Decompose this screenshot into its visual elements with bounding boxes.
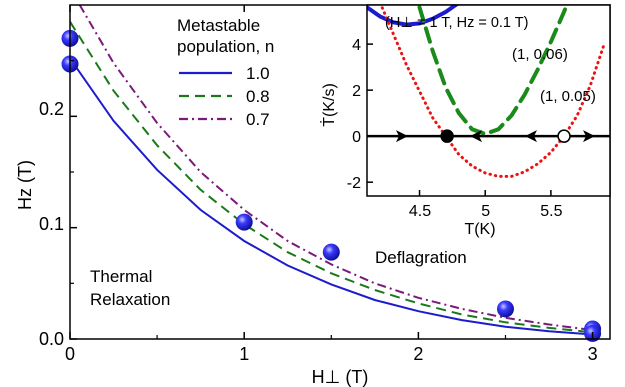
flow-arrow xyxy=(525,130,537,143)
inset-series-line-3 xyxy=(379,5,605,178)
inset-ytick-label: 0 xyxy=(352,129,361,146)
inset-ytick-label: 4 xyxy=(352,37,361,54)
main-ytick-label: 0.2 xyxy=(39,99,64,119)
legend-label-3: 0.7 xyxy=(246,110,270,129)
data-point xyxy=(496,300,514,318)
inset-label-green: (1, 0.06) xyxy=(512,46,568,63)
inset-markers xyxy=(440,129,571,143)
main-ytick-label: 0.0 xyxy=(39,329,64,349)
legend: 1.0 0.8 0.7 xyxy=(179,64,270,129)
main-chart: 0 1 2 3 0.0 0.1 0.2 H⊥ (T) Hz (T) Metast… xyxy=(15,4,611,387)
inset-chart: 4.5 5 5.5 -2 0 2 4 T(K) Ṫ(K/s) (H⊥ = 1 T… xyxy=(319,4,611,238)
main-series-lines xyxy=(70,5,593,336)
flow-arrow xyxy=(583,130,595,143)
inset-xtick-label: 5.5 xyxy=(540,203,562,220)
unstable-fixed-point xyxy=(557,129,571,143)
main-series-line-1 xyxy=(70,57,593,336)
inset-background xyxy=(367,5,610,196)
inset-series-line-2 xyxy=(417,5,569,137)
legend-label-1: 1.0 xyxy=(246,64,270,83)
data-point xyxy=(322,243,340,261)
annotation-relaxation: Relaxation xyxy=(90,290,170,309)
main-ytick-label: 0.1 xyxy=(39,214,64,234)
inset-series-line-1 xyxy=(367,5,460,27)
main-x-axis-label: H⊥ (T) xyxy=(312,367,369,387)
inset-xtick-label: 4.5 xyxy=(409,203,431,220)
main-xtick-label: 2 xyxy=(413,344,423,364)
legend-title-line-2: population, n xyxy=(177,37,274,56)
annotation-thermal: Thermal xyxy=(90,267,152,286)
legend-title-line-1: Metastable xyxy=(177,16,260,35)
annotation-deflagration: Deflagration xyxy=(375,248,467,267)
main-xtick-label: 0 xyxy=(65,344,75,364)
legend-label-2: 0.8 xyxy=(246,87,270,106)
inset-label-red: (1, 0.05) xyxy=(540,88,596,105)
flow-arrow xyxy=(396,130,408,143)
stable-fixed-point xyxy=(440,129,454,143)
flow-arrow xyxy=(470,130,482,143)
inset-series-lines xyxy=(367,5,605,178)
main-xtick-label: 1 xyxy=(239,344,249,364)
inset-label-blue: (H⊥ = 1 T, Hz = 0.1 T) xyxy=(385,15,528,31)
main-series-line-2 xyxy=(70,21,593,334)
inset-y-axis-label: Ṫ(K/s) xyxy=(319,83,338,127)
inset-ytick-label: -2 xyxy=(347,175,361,192)
inset-ytick-label: 2 xyxy=(352,83,361,100)
main-xtick-label: 3 xyxy=(588,344,598,364)
main-series-line-3 xyxy=(78,5,593,332)
inset-xtick-label: 5 xyxy=(481,203,490,220)
inset-plot-frame xyxy=(366,4,611,197)
data-point xyxy=(235,213,253,231)
inset-ticks xyxy=(367,43,552,196)
main-y-axis-label: Hz (T) xyxy=(15,160,35,210)
inset-x-axis-label: T(K) xyxy=(464,221,495,238)
